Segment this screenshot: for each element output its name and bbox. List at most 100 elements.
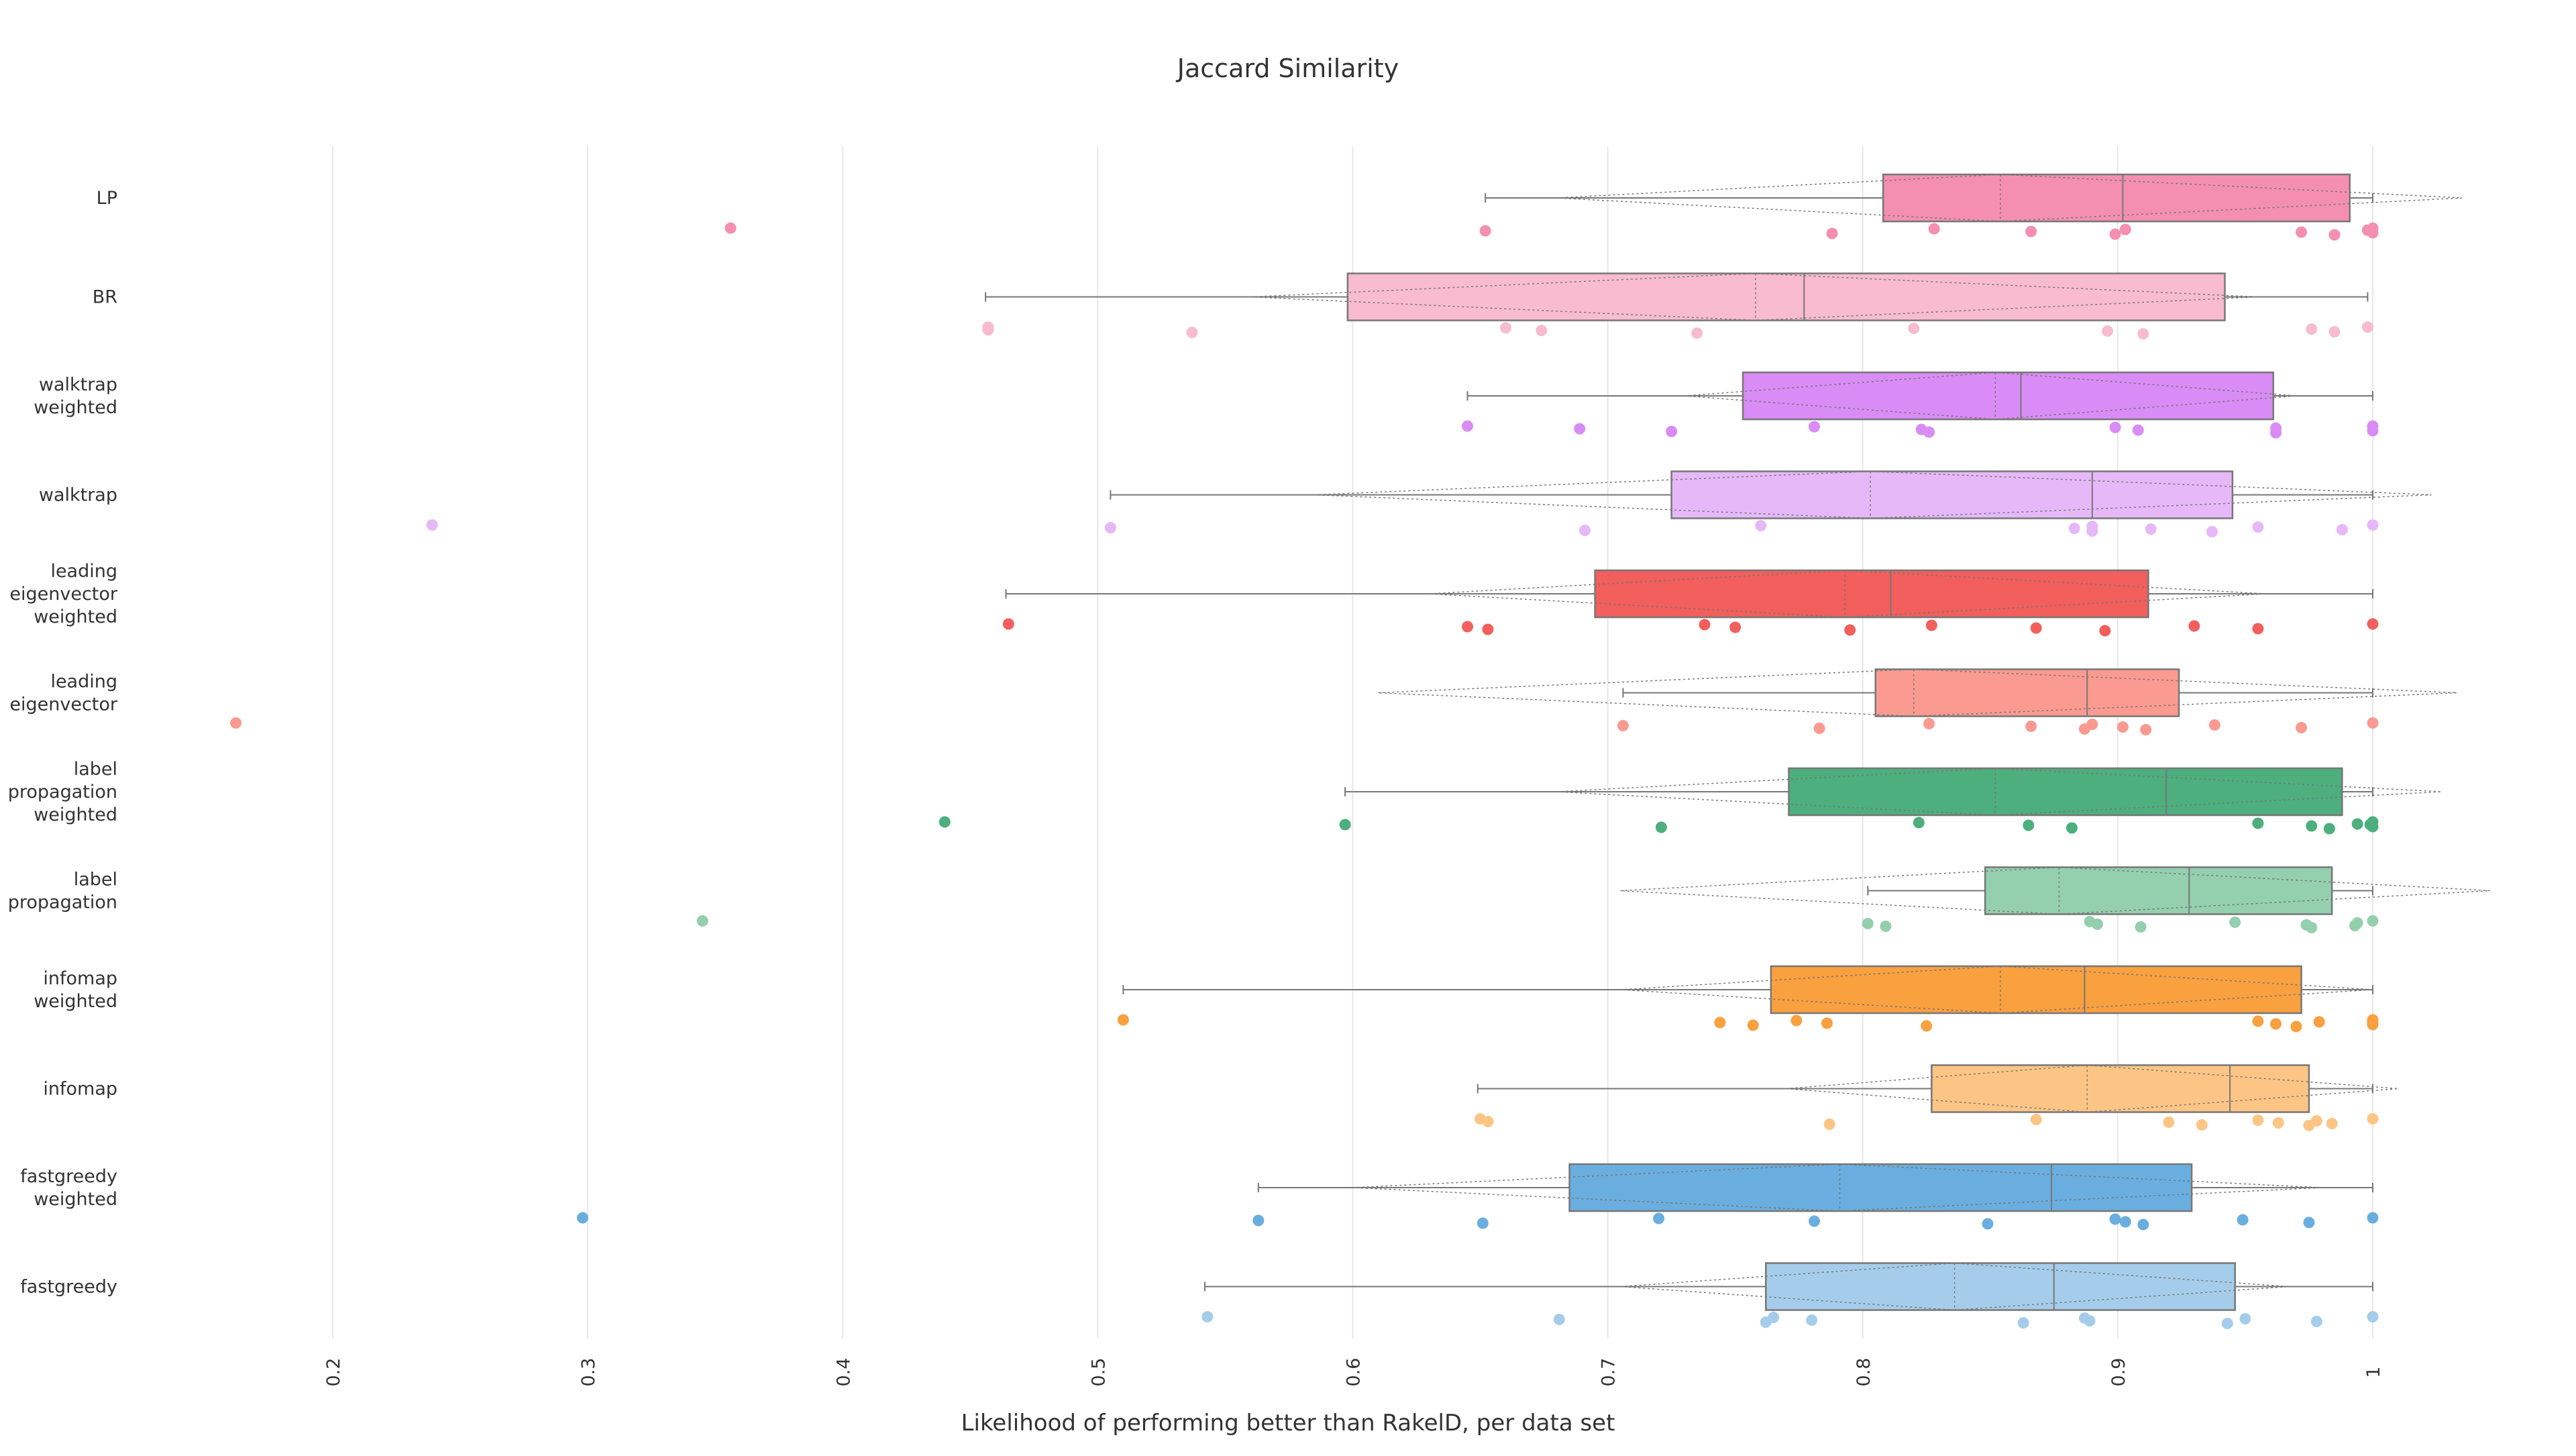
box-rect [1788, 767, 2343, 817]
data-point [2086, 521, 2098, 532]
sd-diamond [1620, 966, 2373, 1014]
box-group [1201, 1262, 2379, 1329]
data-point [2310, 1115, 2322, 1127]
data-point [2163, 1116, 2175, 1128]
x-tick-label: 0.4 [833, 1358, 854, 1387]
box-rect [1984, 866, 2333, 915]
data-point [426, 519, 438, 531]
data-point [1862, 918, 1874, 929]
sd-diamond [1352, 1163, 2322, 1212]
data-point [1821, 1017, 1833, 1029]
data-point [1117, 1014, 1129, 1026]
data-point [1666, 425, 1678, 437]
data-point [2303, 1216, 2315, 1229]
data-point [2306, 922, 2318, 933]
data-point [2349, 920, 2361, 931]
data-point [2017, 1317, 2029, 1329]
data-point [1925, 619, 1937, 631]
data-point [2206, 526, 2218, 537]
data-point [2328, 229, 2341, 241]
data-point [1913, 817, 1925, 829]
data-point [2326, 1118, 2338, 1129]
data-point [1201, 1311, 1214, 1322]
data-point [2296, 722, 2308, 733]
y-category-label: label [74, 759, 117, 780]
data-point [1826, 227, 1838, 240]
box-group [577, 1163, 2379, 1231]
data-point [1768, 1312, 1780, 1323]
data-point [2109, 228, 2121, 240]
data-point [1928, 223, 1940, 235]
data-point [2132, 424, 2144, 436]
data-point [2367, 717, 2379, 729]
x-tick-label: 0.8 [1854, 1358, 1874, 1387]
data-point [1578, 525, 1591, 536]
data-point [1477, 1217, 1489, 1229]
data-point [230, 717, 242, 729]
sd-diamond [1620, 866, 2490, 915]
data-point [1553, 1314, 1565, 1325]
box-group [696, 866, 2490, 933]
data-point [1813, 723, 1825, 734]
y-category-label: leading [50, 561, 117, 582]
data-point [2367, 1311, 2379, 1322]
data-point [1844, 624, 1856, 636]
data-point [1714, 1017, 1726, 1029]
sd-diamond [1429, 570, 2266, 618]
data-point [2145, 523, 2157, 535]
y-category-label: leading [50, 672, 117, 692]
box-rect [1670, 470, 2234, 519]
y-category-label: eigenvector [9, 584, 118, 605]
data-point [2367, 1017, 2379, 1029]
box-group [1462, 371, 2379, 439]
data-point [1252, 1214, 1265, 1227]
data-point [2119, 1216, 2131, 1228]
data-point [1809, 421, 1821, 433]
data-point [2237, 1214, 2249, 1226]
data-point [2336, 524, 2348, 535]
data-point [1479, 225, 1491, 237]
data-point [2323, 823, 2335, 835]
data-point [2196, 1119, 2208, 1131]
data-point [2102, 325, 2114, 337]
data-point [2065, 822, 2078, 834]
data-point [1806, 1314, 1818, 1326]
data-point [2252, 1114, 2264, 1126]
y-category-label: BR [93, 287, 117, 308]
data-point [1729, 621, 1741, 633]
x-axis-label: Likelihood of performing better than Rak… [961, 1410, 1615, 1437]
data-point [2109, 1213, 2121, 1225]
data-point [2229, 917, 2241, 928]
box-group [982, 272, 2373, 340]
chart-title: Jaccard Similarity [1176, 54, 1399, 83]
y-category-label: eigenvector [9, 694, 118, 715]
y-category-label: weighted [34, 607, 117, 627]
data-point [1823, 1119, 1835, 1130]
data-point [1482, 623, 1494, 635]
data-point [1574, 423, 1586, 435]
y-category-label: propagation [8, 892, 117, 913]
box-group [230, 668, 2457, 735]
data-point [2137, 1218, 2149, 1231]
data-point [2109, 421, 2121, 433]
y-category-label: infomap [43, 1079, 117, 1100]
data-point [2068, 523, 2080, 534]
y-axis-category-labels: LPBRwalktrapweightedwalktrapleadingeigen… [8, 188, 118, 1298]
data-point [1923, 718, 1935, 729]
sd-diamond [1556, 174, 2463, 222]
data-point [2091, 919, 2103, 930]
sd-diamond [1556, 768, 2442, 816]
data-point [577, 1212, 589, 1224]
data-point [2239, 1313, 2251, 1324]
data-point [2306, 820, 2318, 832]
box-plot-layer [230, 173, 2490, 1329]
box-rect [1882, 173, 2351, 223]
data-point [1747, 1019, 1759, 1031]
data-point [2364, 819, 2376, 831]
data-point [2361, 321, 2373, 333]
y-category-label: LP [97, 188, 117, 209]
data-point [2137, 328, 2149, 340]
data-point [2252, 817, 2264, 829]
data-point [1908, 323, 1920, 334]
